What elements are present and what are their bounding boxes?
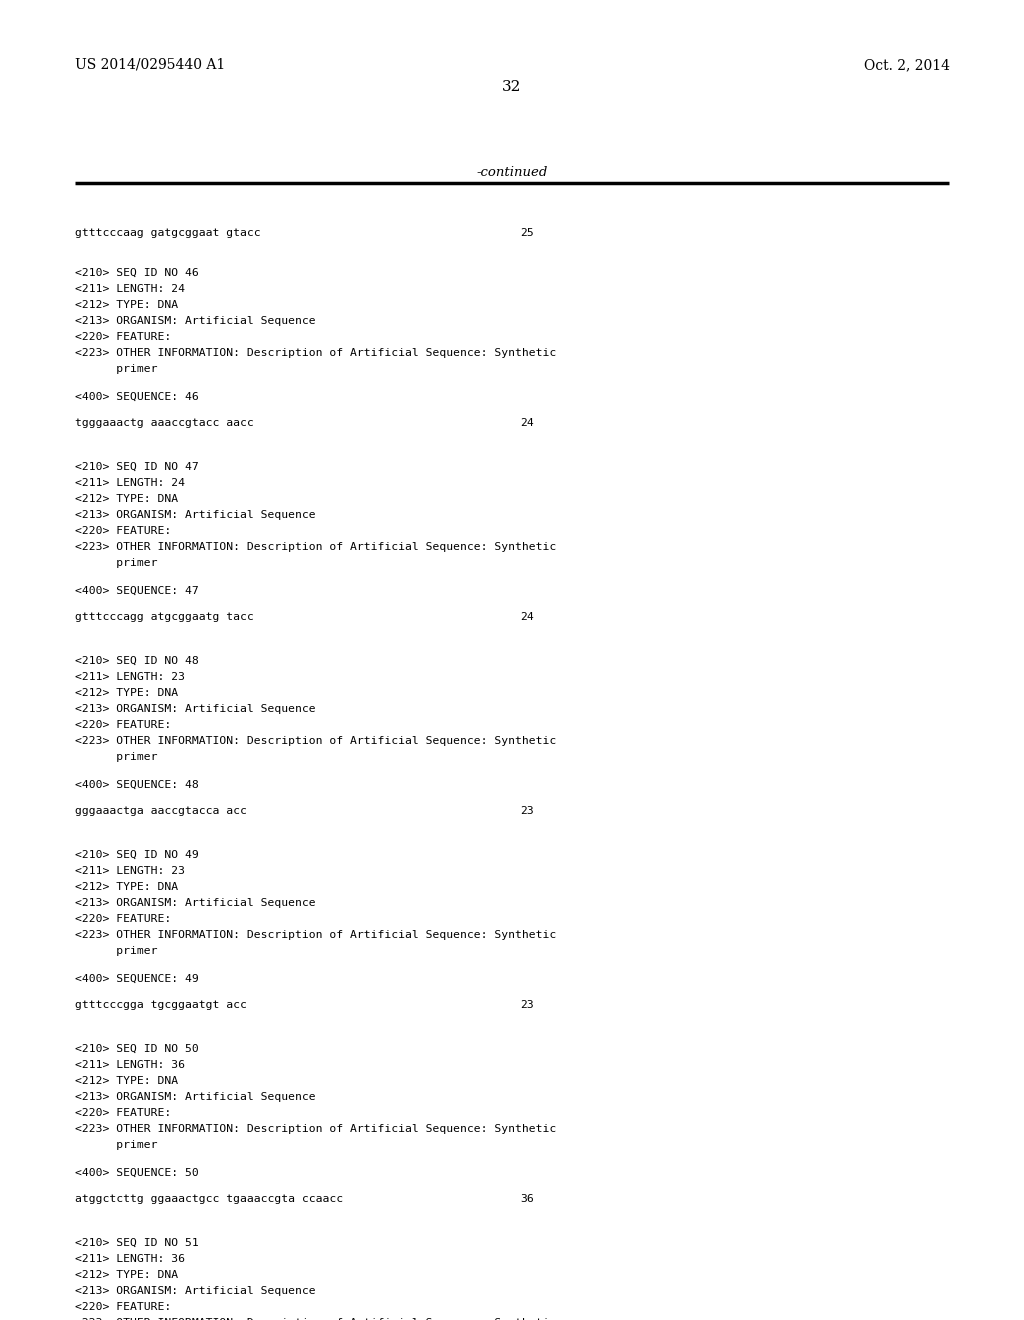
Text: <213> ORGANISM: Artificial Sequence: <213> ORGANISM: Artificial Sequence xyxy=(75,1286,315,1296)
Text: primer: primer xyxy=(75,752,158,762)
Text: <223> OTHER INFORMATION: Description of Artificial Sequence: Synthetic: <223> OTHER INFORMATION: Description of … xyxy=(75,543,556,552)
Text: <211> LENGTH: 36: <211> LENGTH: 36 xyxy=(75,1060,185,1071)
Text: <400> SEQUENCE: 47: <400> SEQUENCE: 47 xyxy=(75,586,199,597)
Text: <223> OTHER INFORMATION: Description of Artificial Sequence: Synthetic: <223> OTHER INFORMATION: Description of … xyxy=(75,348,556,358)
Text: 24: 24 xyxy=(520,418,534,428)
Text: <211> LENGTH: 24: <211> LENGTH: 24 xyxy=(75,284,185,294)
Text: <220> FEATURE:: <220> FEATURE: xyxy=(75,1302,171,1312)
Text: <400> SEQUENCE: 49: <400> SEQUENCE: 49 xyxy=(75,974,199,983)
Text: <213> ORGANISM: Artificial Sequence: <213> ORGANISM: Artificial Sequence xyxy=(75,315,315,326)
Text: <220> FEATURE:: <220> FEATURE: xyxy=(75,525,171,536)
Text: <220> FEATURE:: <220> FEATURE: xyxy=(75,719,171,730)
Text: atggctcttg ggaaactgcc tgaaaccgta ccaacc: atggctcttg ggaaactgcc tgaaaccgta ccaacc xyxy=(75,1195,343,1204)
Text: <211> LENGTH: 23: <211> LENGTH: 23 xyxy=(75,866,185,876)
Text: gtttcccaag gatgcggaat gtacc: gtttcccaag gatgcggaat gtacc xyxy=(75,228,261,238)
Text: <211> LENGTH: 36: <211> LENGTH: 36 xyxy=(75,1254,185,1265)
Text: <220> FEATURE:: <220> FEATURE: xyxy=(75,333,171,342)
Text: gggaaactga aaccgtacca acc: gggaaactga aaccgtacca acc xyxy=(75,807,247,816)
Text: <211> LENGTH: 23: <211> LENGTH: 23 xyxy=(75,672,185,682)
Text: <212> TYPE: DNA: <212> TYPE: DNA xyxy=(75,1076,178,1086)
Text: <400> SEQUENCE: 50: <400> SEQUENCE: 50 xyxy=(75,1168,199,1177)
Text: <210> SEQ ID NO 51: <210> SEQ ID NO 51 xyxy=(75,1238,199,1247)
Text: gtttcccgga tgcggaatgt acc: gtttcccgga tgcggaatgt acc xyxy=(75,1001,247,1010)
Text: 23: 23 xyxy=(520,807,534,816)
Text: 23: 23 xyxy=(520,1001,534,1010)
Text: <220> FEATURE:: <220> FEATURE: xyxy=(75,1107,171,1118)
Text: <210> SEQ ID NO 47: <210> SEQ ID NO 47 xyxy=(75,462,199,473)
Text: <213> ORGANISM: Artificial Sequence: <213> ORGANISM: Artificial Sequence xyxy=(75,704,315,714)
Text: 24: 24 xyxy=(520,612,534,622)
Text: <223> OTHER INFORMATION: Description of Artificial Sequence: Synthetic: <223> OTHER INFORMATION: Description of … xyxy=(75,1317,556,1320)
Text: primer: primer xyxy=(75,558,158,568)
Text: primer: primer xyxy=(75,946,158,956)
Text: tgggaaactg aaaccgtacc aacc: tgggaaactg aaaccgtacc aacc xyxy=(75,418,254,428)
Text: gtttcccagg atgcggaatg tacc: gtttcccagg atgcggaatg tacc xyxy=(75,612,254,622)
Text: <212> TYPE: DNA: <212> TYPE: DNA xyxy=(75,1270,178,1280)
Text: <210> SEQ ID NO 50: <210> SEQ ID NO 50 xyxy=(75,1044,199,1053)
Text: <212> TYPE: DNA: <212> TYPE: DNA xyxy=(75,300,178,310)
Text: primer: primer xyxy=(75,1140,158,1150)
Text: Oct. 2, 2014: Oct. 2, 2014 xyxy=(864,58,950,73)
Text: <400> SEQUENCE: 46: <400> SEQUENCE: 46 xyxy=(75,392,199,403)
Text: <223> OTHER INFORMATION: Description of Artificial Sequence: Synthetic: <223> OTHER INFORMATION: Description of … xyxy=(75,737,556,746)
Text: <212> TYPE: DNA: <212> TYPE: DNA xyxy=(75,494,178,504)
Text: <211> LENGTH: 24: <211> LENGTH: 24 xyxy=(75,478,185,488)
Text: <223> OTHER INFORMATION: Description of Artificial Sequence: Synthetic: <223> OTHER INFORMATION: Description of … xyxy=(75,931,556,940)
Text: <213> ORGANISM: Artificial Sequence: <213> ORGANISM: Artificial Sequence xyxy=(75,898,315,908)
Text: 25: 25 xyxy=(520,228,534,238)
Text: <212> TYPE: DNA: <212> TYPE: DNA xyxy=(75,688,178,698)
Text: 36: 36 xyxy=(520,1195,534,1204)
Text: <210> SEQ ID NO 48: <210> SEQ ID NO 48 xyxy=(75,656,199,667)
Text: <220> FEATURE:: <220> FEATURE: xyxy=(75,913,171,924)
Text: <213> ORGANISM: Artificial Sequence: <213> ORGANISM: Artificial Sequence xyxy=(75,1092,315,1102)
Text: primer: primer xyxy=(75,364,158,374)
Text: 32: 32 xyxy=(503,81,521,94)
Text: <210> SEQ ID NO 46: <210> SEQ ID NO 46 xyxy=(75,268,199,279)
Text: <400> SEQUENCE: 48: <400> SEQUENCE: 48 xyxy=(75,780,199,789)
Text: <223> OTHER INFORMATION: Description of Artificial Sequence: Synthetic: <223> OTHER INFORMATION: Description of … xyxy=(75,1125,556,1134)
Text: <210> SEQ ID NO 49: <210> SEQ ID NO 49 xyxy=(75,850,199,861)
Text: -continued: -continued xyxy=(476,166,548,180)
Text: US 2014/0295440 A1: US 2014/0295440 A1 xyxy=(75,58,225,73)
Text: <212> TYPE: DNA: <212> TYPE: DNA xyxy=(75,882,178,892)
Text: <213> ORGANISM: Artificial Sequence: <213> ORGANISM: Artificial Sequence xyxy=(75,510,315,520)
